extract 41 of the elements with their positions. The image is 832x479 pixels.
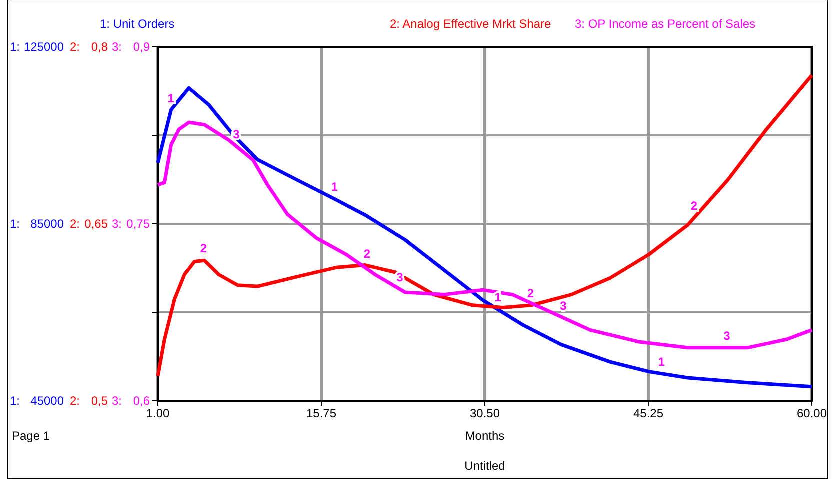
y2-tick-label: 0,5 [91,394,108,408]
text: 2: Analog Effective Mrkt Share [390,17,552,31]
annotation: 3 [233,127,240,142]
x-axis-title: Months [465,429,505,443]
text: 3: OP Income as Percent of Sales [575,17,756,31]
text: Page 1 [12,429,50,443]
y-axis-title: 1: [10,394,20,408]
x-tick-label: 30.50 [470,406,500,421]
line-series [156,120,814,350]
x-tick-label: 1.00 [146,406,170,421]
x-tick-label: 15.75 [306,406,337,421]
text: 1: Unit Orders [100,17,175,31]
annotation: 2 [200,242,208,256]
text: 1: [10,216,20,231]
text: 1: [10,40,20,54]
text: 2: [70,216,80,231]
text: 2: [70,40,80,54]
annotation: 1 [658,354,666,369]
annotation: 2 [527,286,534,300]
x-tick-label: 60.00 [796,406,828,421]
annotation: 2 [690,198,698,213]
text: 3: [112,40,122,54]
y2-tick-label: 0,65 [84,216,108,231]
y2-tick-label: 0,8 [91,40,108,54]
y3-tick-label: 0,75 [126,216,150,231]
y3-axis-title: 3: [112,394,122,408]
y-tick-label: 45000 [30,394,64,408]
annotation: 3 [724,328,731,343]
annotation: 3 [560,298,568,313]
y-tick-label: 85000 [30,216,64,231]
annotation: 2 [364,246,371,261]
y2-axis-title: 2: [70,394,80,408]
y-tick-label: 125000 [24,40,64,54]
text: 3: [112,216,122,231]
annotation: 1 [331,180,338,194]
y3-tick-label: 0,9 [133,40,150,54]
text: Untitled [464,459,506,473]
y3-tick-label: 0,6 [133,394,150,408]
x-tick-label: 45.25 [633,406,664,421]
annotation: 1 [168,92,175,106]
annotation: 1 [494,290,502,305]
